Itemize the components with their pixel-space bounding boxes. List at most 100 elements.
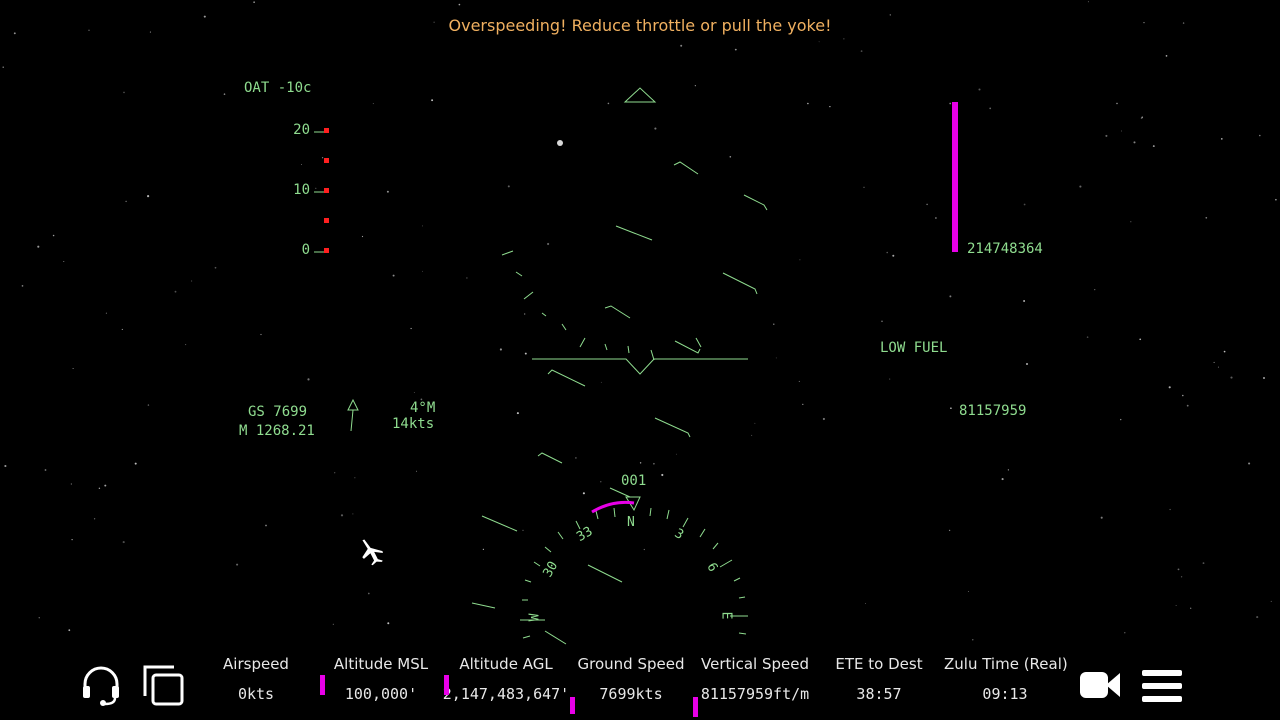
compass-label: E: [718, 611, 734, 620]
star: [729, 156, 732, 158]
pitch-line: [604, 305, 631, 319]
star: [1165, 55, 1168, 57]
star: [575, 457, 577, 459]
star: [1139, 338, 1142, 341]
star: [352, 513, 354, 515]
star: [123, 91, 125, 94]
vertical-speed-indicator-bar: [693, 697, 698, 717]
star: [1087, 1, 1089, 3]
menu-icon[interactable]: [1142, 668, 1182, 704]
pitch-line: [537, 452, 563, 464]
low-fuel-warning: LOW FUEL: [880, 340, 948, 356]
star: [802, 403, 804, 406]
moon-icon: [557, 140, 563, 146]
star: [315, 187, 317, 189]
star: [1152, 145, 1155, 148]
wind-speed: 14kts: [392, 416, 435, 432]
star: [675, 453, 677, 455]
star: [507, 185, 510, 188]
star: [104, 484, 107, 487]
star: [44, 469, 47, 471]
pitch-scale-label: 10: [293, 182, 310, 198]
pitch-marker: [324, 248, 329, 253]
stat-altitude-agl-value: 2,147,483,647': [442, 685, 570, 703]
pitch-scale-label: 0: [301, 242, 310, 258]
mach-readout: M 1268.21: [239, 423, 315, 439]
wind-arrow-icon: [347, 398, 359, 432]
star: [950, 407, 952, 410]
star: [881, 320, 883, 323]
star: [860, 50, 863, 52]
star: [203, 15, 206, 18]
star: [410, 327, 412, 330]
star: [122, 541, 125, 544]
star: [754, 422, 756, 424]
stat-zulu-time-value: 09:13: [982, 685, 1028, 703]
star: [1079, 185, 1082, 188]
star: [149, 31, 151, 33]
pitch-line: [579, 337, 586, 348]
star: [889, 14, 891, 16]
star: [236, 563, 239, 566]
altitude-readout: 214748364: [967, 241, 1043, 257]
star: [1116, 102, 1118, 105]
video-camera-icon[interactable]: [1078, 668, 1122, 702]
star: [223, 93, 226, 95]
pitch-marker: [324, 128, 329, 133]
ground-speed-readout: GS 7699: [248, 404, 308, 420]
compass-label: N: [627, 515, 635, 530]
star: [972, 639, 974, 641]
star: [1263, 377, 1265, 379]
star: [889, 378, 891, 380]
stat-altitude-agl-label: Altitude AGL: [459, 655, 553, 673]
star: [1120, 418, 1122, 421]
pitch-line: [743, 194, 768, 211]
star: [185, 344, 187, 346]
star: [1124, 632, 1126, 634]
stat-ground-speed-value: 7699kts: [599, 685, 663, 703]
star: [361, 235, 364, 238]
overspeed-warning: Overspeeding! Reduce throttle or pull th…: [448, 16, 832, 35]
star: [643, 548, 645, 551]
star: [70, 483, 72, 485]
star: [367, 592, 370, 595]
pitch-line: [673, 161, 699, 175]
star: [21, 285, 24, 287]
star: [125, 200, 127, 203]
star: [121, 328, 123, 330]
star: [1259, 134, 1261, 137]
star: [639, 462, 642, 464]
star: [582, 492, 585, 495]
wind-direction: 4°M: [410, 400, 436, 416]
compass-rose: [471, 487, 748, 645]
star: [301, 164, 303, 165]
pitch-line: [674, 340, 701, 354]
star: [892, 254, 895, 257]
stat-vertical-speed-label: Vertical Speed: [701, 655, 809, 673]
star: [886, 251, 888, 254]
windows-icon[interactable]: [142, 664, 186, 708]
outside-air-temperature: OAT -10c: [244, 80, 312, 96]
star: [1256, 616, 1259, 619]
compass-label: W: [527, 613, 543, 622]
star: [516, 412, 519, 415]
pitch-line: [695, 337, 702, 348]
star: [1094, 288, 1096, 291]
aircraft-icon[interactable]: [358, 536, 384, 568]
pitch-line: [501, 250, 514, 256]
star: [1141, 116, 1144, 119]
star: [431, 99, 434, 102]
star: [387, 622, 390, 625]
star: [1217, 366, 1219, 368]
star: [88, 29, 90, 31]
heading-readout: 001: [621, 473, 647, 489]
star: [413, 391, 415, 393]
star: [1169, 508, 1171, 511]
star: [386, 190, 389, 193]
pitch-scale-ticks: [314, 131, 324, 253]
headset-icon[interactable]: [80, 664, 122, 706]
star: [799, 259, 801, 261]
star: [751, 434, 753, 436]
star: [1175, 604, 1177, 606]
star: [253, 1, 255, 3]
